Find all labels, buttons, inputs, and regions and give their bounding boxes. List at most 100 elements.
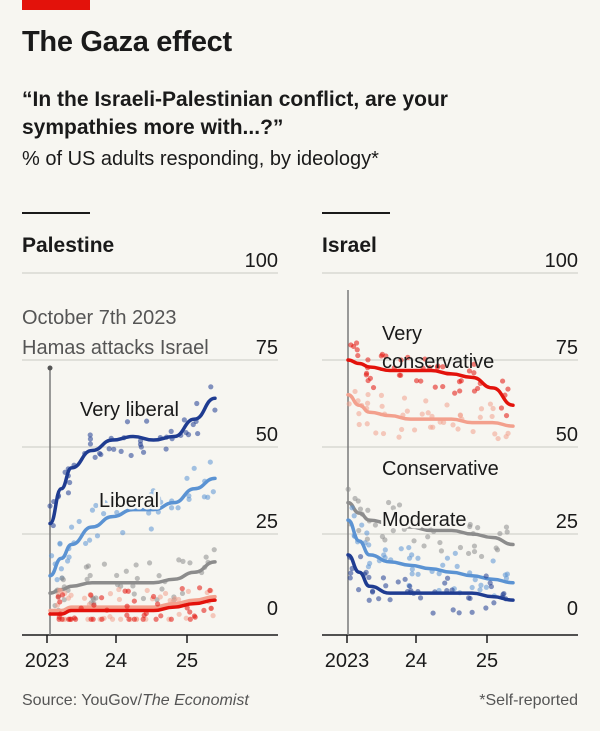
israel-data-point	[411, 538, 417, 544]
palestine-data-point	[191, 465, 197, 471]
palestine-data-point	[114, 572, 120, 579]
palestine-y-tick-label-100: 100	[245, 250, 278, 272]
palestine-trend-line-moderate	[48, 560, 217, 595]
israel-series-liberal	[346, 505, 515, 599]
israel-data-point	[440, 383, 446, 390]
palestine-data-point	[157, 594, 163, 600]
israel-data-point	[414, 378, 420, 384]
palestine-y-tick-label-75: 75	[256, 337, 278, 359]
palestine-data-point	[87, 572, 93, 579]
israel-data-point	[466, 368, 473, 374]
palestine-data-point	[58, 566, 64, 572]
israel-data-point	[400, 513, 406, 520]
palestine-data-point	[183, 615, 189, 621]
israel-data-point	[402, 576, 408, 582]
israel-data-point	[492, 431, 498, 437]
israel-data-point	[380, 575, 387, 581]
israel-data-point	[495, 435, 501, 442]
palestine-data-point	[101, 561, 108, 567]
israel-data-point	[438, 548, 445, 554]
palestine-data-point	[91, 602, 97, 608]
israel-data-point	[440, 364, 446, 370]
israel-data-point	[504, 571, 510, 577]
palestine-data-point	[140, 449, 147, 455]
israel-data-point	[478, 582, 484, 588]
palestine-data-point	[87, 537, 93, 543]
israel-data-point	[490, 558, 496, 564]
palestine-data-point	[201, 494, 207, 500]
israel-data-point	[356, 527, 362, 534]
israel-data-point	[497, 530, 503, 537]
palestine-data-point	[168, 616, 174, 622]
israel-data-point	[477, 414, 483, 420]
palestine-data-point	[207, 459, 213, 465]
palestine-data-point	[71, 615, 78, 621]
palestine-x-tick-label-24: 24	[105, 650, 127, 672]
palestine-data-point	[124, 612, 130, 618]
palestine-data-point	[87, 441, 94, 447]
israel-data-point	[379, 351, 385, 357]
palestine-data-point	[150, 593, 157, 600]
israel-data-point	[364, 421, 370, 427]
palestine-y-tick-label-25: 25	[256, 511, 278, 533]
israel-data-point	[365, 507, 371, 513]
israel-data-point	[505, 430, 511, 436]
israel-data-point	[491, 600, 497, 606]
israel-trend-line-conservative	[346, 393, 515, 428]
israel-data-point	[356, 421, 362, 428]
israel-panel-title: Israel	[322, 234, 377, 257]
palestine-data-point	[47, 503, 53, 509]
palestine-data-point	[156, 573, 162, 579]
palestine-trend-line-very_conservative	[48, 598, 217, 616]
brand-red-bar	[22, 0, 90, 10]
palestine-data-point	[93, 595, 99, 601]
palestine-data-point	[183, 429, 189, 436]
israel-x-tick-label-25: 25	[476, 650, 498, 672]
palestine-data-point	[68, 592, 74, 598]
israel-data-point	[364, 400, 371, 406]
palestine-data-point	[134, 575, 140, 582]
palestine-data-point	[89, 507, 96, 513]
israel-data-point	[439, 514, 445, 520]
palestine-data-point	[211, 547, 217, 553]
palestine-data-point	[124, 419, 131, 425]
palestine-data-point	[99, 616, 105, 622]
palestine-data-point	[158, 613, 164, 619]
israel-data-point	[373, 430, 379, 436]
palestine-data-point	[125, 588, 131, 594]
palestine-label-halo: Liberal	[99, 490, 159, 512]
israel-data-point	[432, 384, 438, 390]
palestine-data-point	[140, 616, 146, 622]
palestine-y-tick-label-50: 50	[256, 424, 278, 446]
israel-data-point	[452, 550, 458, 556]
israel-data-point	[441, 419, 447, 426]
israel-data-point	[449, 587, 455, 593]
israel-data-point	[366, 574, 372, 580]
israel-data-point	[382, 547, 388, 553]
israel-data-point	[430, 424, 436, 430]
palestine-data-point	[208, 605, 214, 611]
palestine-data-point	[181, 417, 187, 423]
palestine-data-point	[112, 495, 118, 501]
israel-data-point	[442, 580, 448, 586]
palestine-panel-title: Palestine	[22, 234, 114, 257]
palestine-data-point	[94, 533, 101, 539]
israel-data-point	[347, 575, 353, 581]
israel-data-point	[467, 523, 473, 530]
israel-trend-line-moderate	[346, 500, 515, 547]
israel-data-point	[425, 534, 431, 540]
israel-data-point	[469, 609, 475, 615]
israel-data-point	[471, 370, 477, 376]
palestine-data-point	[110, 502, 117, 508]
israel-data-point	[367, 375, 373, 381]
palestine-data-point	[153, 616, 159, 622]
israel-data-point	[364, 530, 370, 536]
palestine-data-point	[203, 554, 209, 560]
palestine-data-point	[55, 594, 61, 600]
israel-series-label-moderate: Moderate	[382, 509, 467, 531]
israel-data-point	[471, 388, 478, 394]
palestine-data-point	[163, 446, 169, 452]
palestine-data-point	[212, 407, 218, 413]
israel-series-very_conservative	[346, 340, 515, 419]
palestine-data-point	[92, 454, 98, 460]
